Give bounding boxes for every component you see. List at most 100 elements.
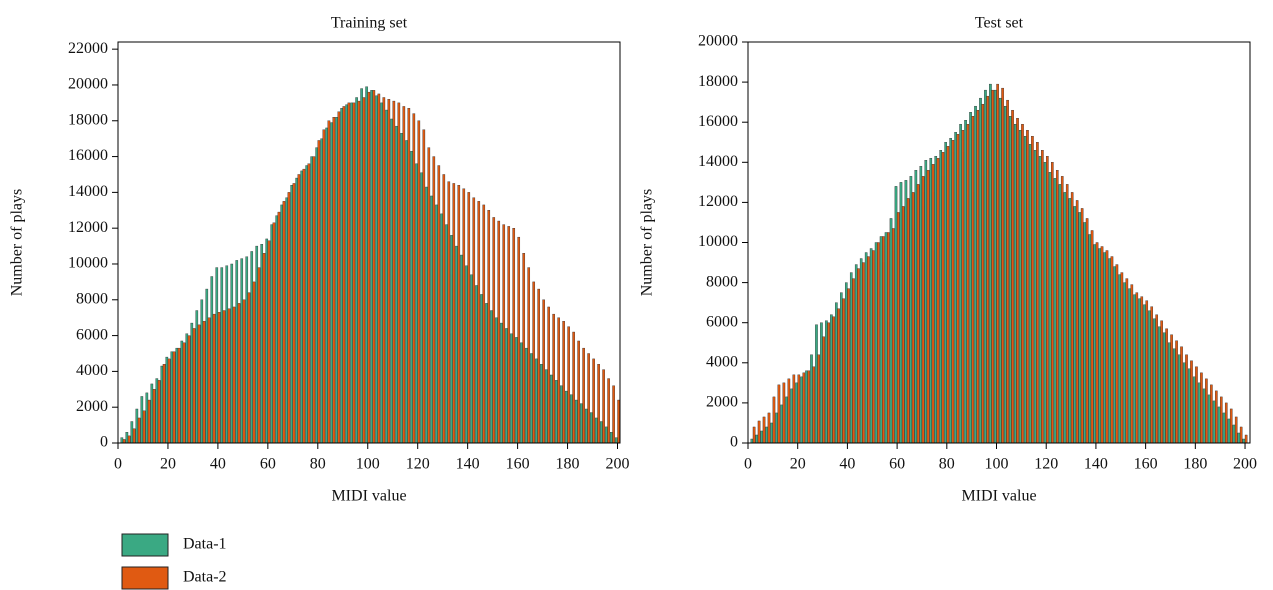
bar: [367, 91, 371, 444]
bar: [1158, 326, 1161, 444]
bar: [1118, 274, 1121, 444]
bar: [765, 426, 769, 444]
bar: [157, 380, 161, 444]
bar: [974, 105, 977, 444]
bar: [415, 163, 418, 444]
y-tick-label: 6000: [706, 313, 738, 330]
bar: [1170, 334, 1173, 444]
bar: [1148, 310, 1151, 444]
bar: [800, 376, 803, 444]
bar: [1195, 366, 1198, 444]
bar: [430, 195, 433, 444]
bar: [999, 97, 1002, 444]
bar: [1187, 368, 1191, 444]
bar: [767, 412, 771, 444]
bar: [916, 184, 920, 444]
bar: [500, 322, 503, 444]
bar: [1165, 328, 1168, 444]
bar: [954, 132, 957, 444]
bar: [820, 322, 823, 444]
bar: [375, 95, 378, 444]
bar: [200, 299, 204, 444]
bar: [490, 310, 493, 444]
bar: [931, 164, 935, 444]
bar: [854, 264, 858, 444]
bar: [785, 396, 788, 444]
bar: [874, 242, 878, 444]
bar: [135, 408, 139, 444]
legend-swatch: [121, 566, 169, 590]
bar: [155, 378, 159, 444]
bar: [1175, 340, 1178, 444]
bar: [1036, 142, 1039, 444]
bar: [961, 130, 965, 444]
bar: [1224, 402, 1228, 444]
y-tick-label: 14000: [698, 153, 738, 170]
bar: [1098, 248, 1102, 444]
y-tick-label: 4000: [706, 353, 738, 370]
x-tick-label: 0: [744, 456, 752, 473]
bar: [966, 124, 970, 444]
bar: [487, 210, 491, 444]
x-tick-label: 100: [356, 456, 380, 473]
bar: [280, 204, 284, 444]
bar: [195, 310, 199, 444]
x-tick-label: 120: [406, 456, 430, 473]
bar: [345, 104, 348, 444]
bar: [752, 426, 756, 444]
chart-title: Test set: [975, 15, 1024, 32]
bar: [377, 93, 381, 444]
bar: [575, 399, 578, 444]
bar: [852, 278, 855, 444]
bar: [380, 102, 383, 444]
bar: [172, 351, 176, 444]
bar: [1105, 250, 1109, 444]
bar: [956, 134, 960, 444]
bar: [562, 321, 565, 444]
bar: [130, 421, 134, 444]
bar: [1173, 348, 1176, 444]
bar: [969, 112, 972, 444]
bar: [120, 437, 124, 444]
bar: [615, 437, 618, 444]
bar: [1060, 176, 1064, 444]
bar: [946, 146, 950, 444]
bar: [909, 176, 913, 444]
bar: [450, 235, 453, 444]
bar: [542, 299, 545, 444]
bar: [255, 245, 259, 444]
chart-title: Training set: [331, 15, 408, 32]
bar: [445, 224, 448, 444]
bar: [567, 326, 570, 444]
y-tick-label: 8000: [706, 273, 738, 290]
bar: [1065, 184, 1069, 444]
bar: [872, 250, 875, 444]
bar: [580, 403, 583, 444]
bar: [1135, 292, 1139, 444]
bar: [817, 354, 820, 444]
bar: [215, 267, 219, 444]
bar: [372, 90, 376, 444]
bar: [460, 254, 463, 444]
bar: [462, 188, 466, 444]
bar: [162, 364, 166, 444]
bar: [1178, 354, 1181, 444]
bar: [1138, 298, 1141, 444]
bar: [365, 86, 368, 444]
bar: [517, 236, 521, 444]
bar: [245, 256, 249, 444]
bar: [470, 274, 473, 444]
bar: [435, 204, 438, 444]
bar: [869, 248, 873, 444]
bar: [879, 236, 883, 444]
bar: [342, 106, 346, 444]
bar: [182, 342, 186, 444]
bar: [222, 310, 226, 444]
bar: [465, 265, 468, 444]
x-tick-label: 140: [1084, 456, 1108, 473]
bar: [605, 426, 608, 444]
bar: [840, 292, 843, 444]
x-tick-label: 0: [114, 456, 122, 473]
bar: [137, 417, 141, 444]
bar: [475, 285, 478, 444]
